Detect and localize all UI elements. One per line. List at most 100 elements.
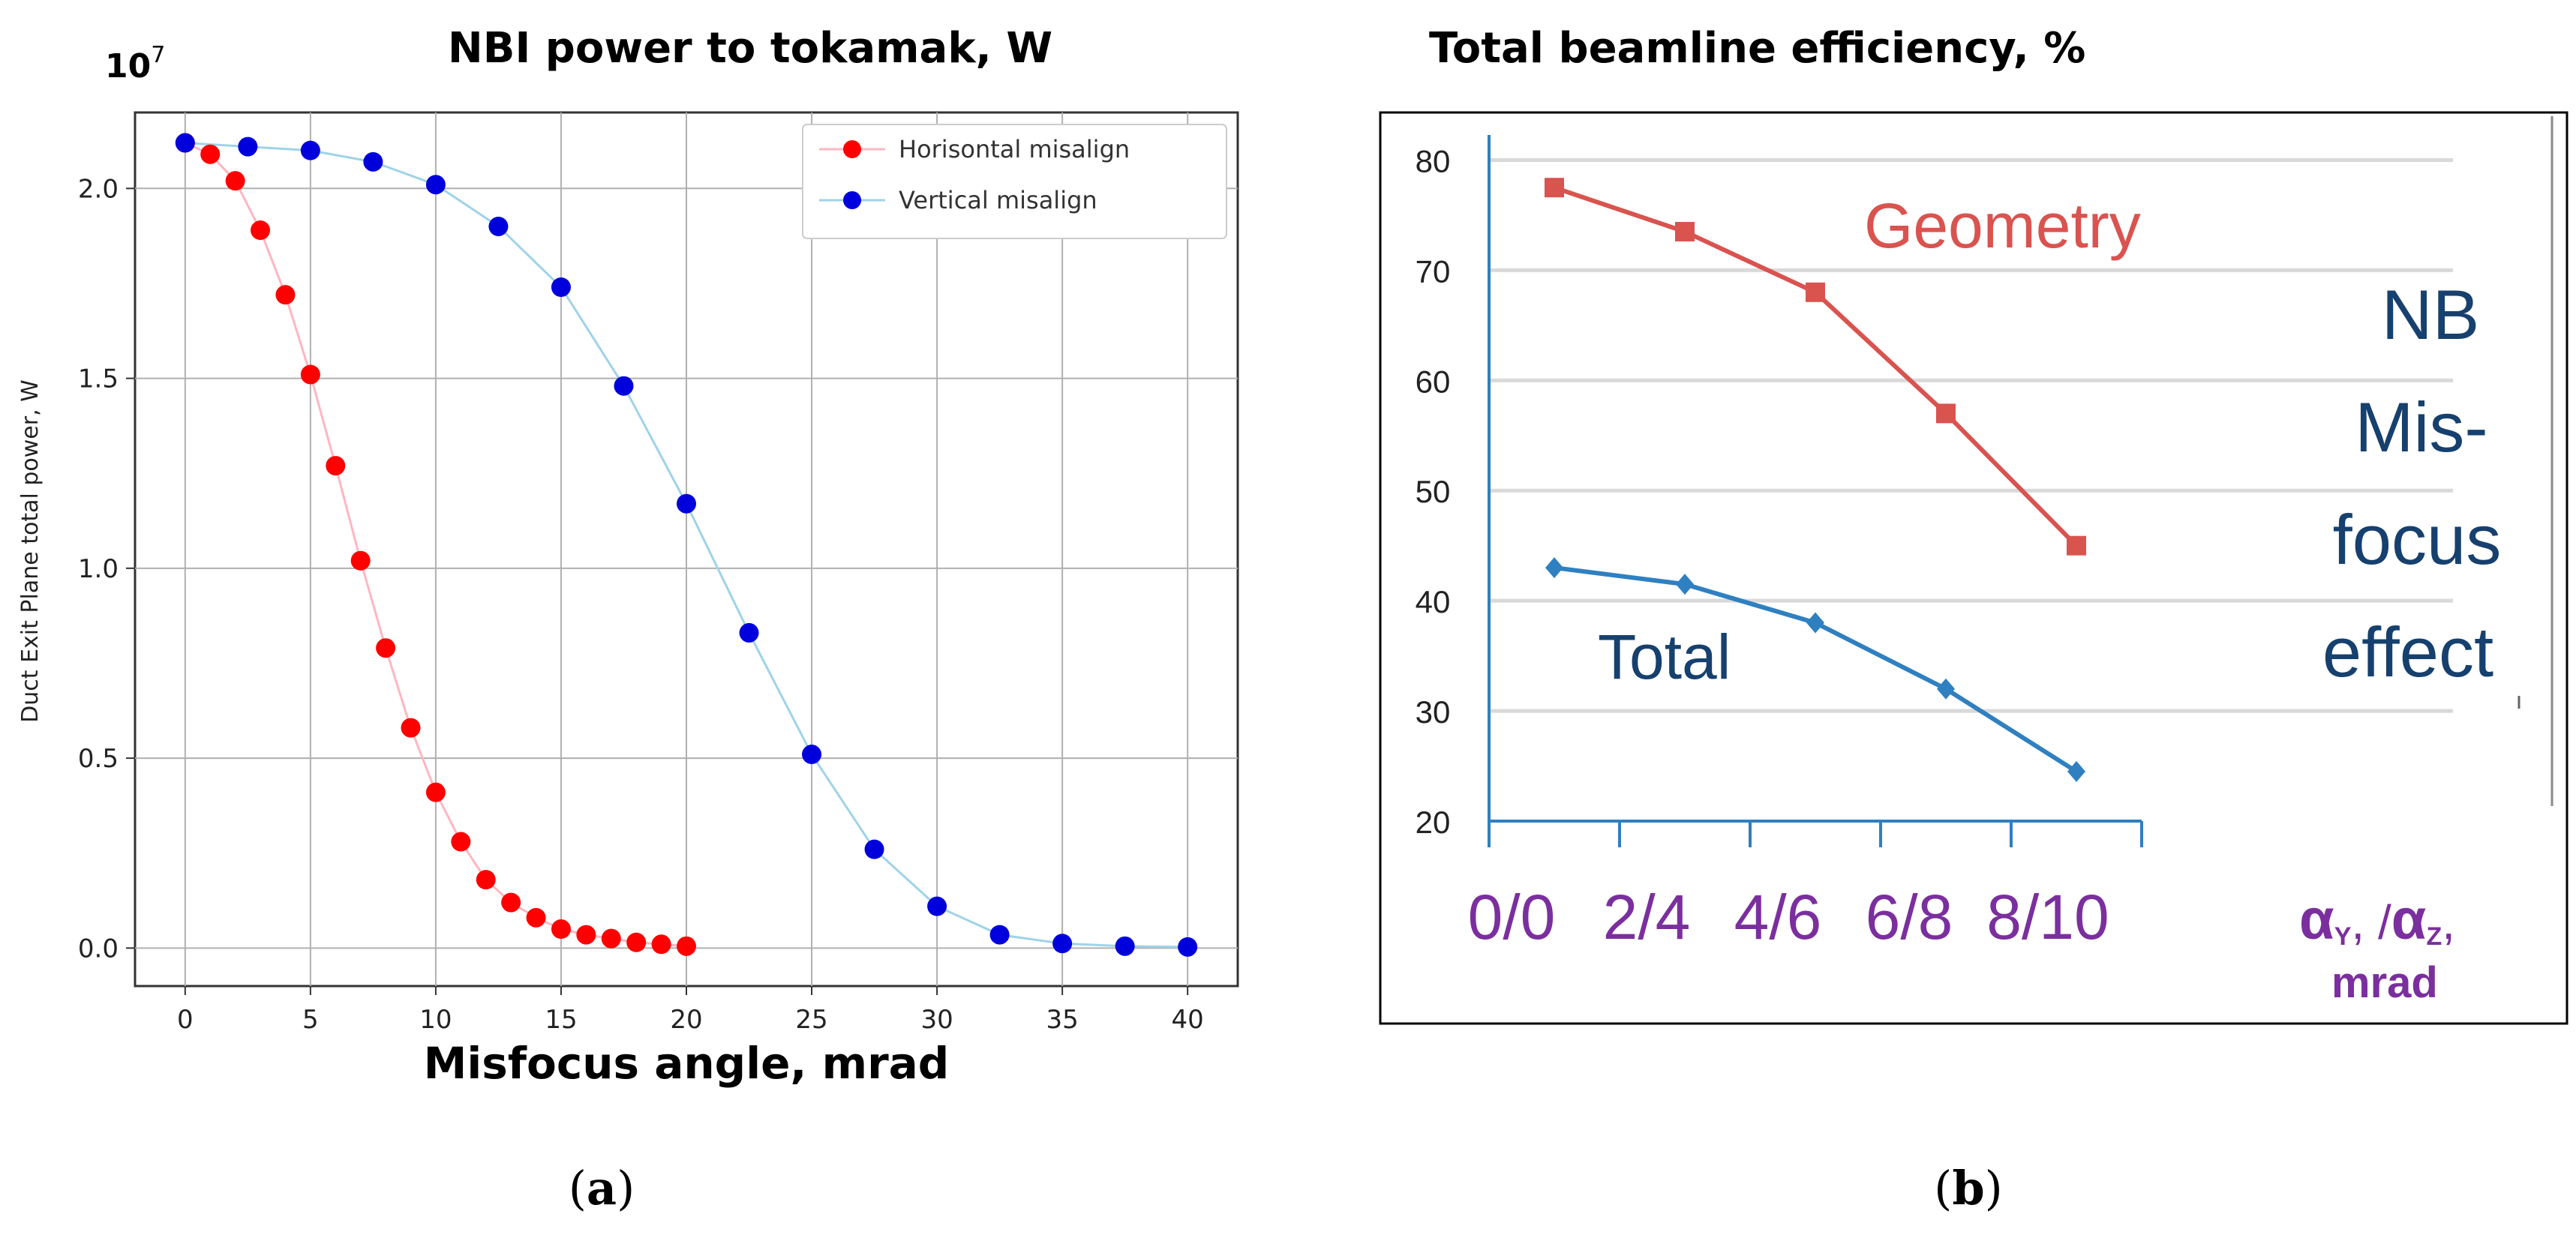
chart-a-point-vertical	[864, 839, 884, 859]
chart-b-title: Total beamline efficiency, %	[1429, 24, 2085, 73]
chart-a-point-horisontal	[476, 870, 496, 890]
chart-a-point-horisontal	[651, 934, 671, 955]
chart-a-xtick-label: 15	[545, 1005, 577, 1035]
chart-a-point-horisontal	[251, 220, 271, 241]
chart-a-y-ticks: 0.0 0.5 1.0 1.5 2.0	[78, 174, 135, 964]
chart-b-xtick-label: 0/0	[1468, 882, 1556, 952]
chart-a-xtick-label: 5	[302, 1005, 319, 1035]
chart-a-legend-box	[802, 124, 1227, 239]
chart-a-xlabel: Misfocus angle, mrad	[424, 1038, 950, 1089]
chart-a-legend: Horisontal misalign Vertical misalign	[802, 124, 1227, 239]
chart-b-side-text: NB Mis-focus effect	[2322, 275, 2501, 691]
chart-a-point-horisontal	[225, 171, 245, 191]
chart-b-ytick-label: 80	[1416, 143, 1451, 178]
chart-b-axis-label: αY, /αZ,	[2299, 888, 2455, 952]
chart-a-point-horisontal	[576, 925, 596, 945]
chart-a-point-horisontal	[401, 718, 421, 738]
chart-a-point-vertical	[300, 140, 320, 160]
chart-b-grid	[1488, 135, 2453, 847]
chart-a-xtick-label: 10	[419, 1005, 452, 1035]
chart-b-point-total	[1806, 612, 1824, 634]
chart-a-point-horisontal	[626, 932, 647, 952]
chart-a-multiplier: 107	[105, 42, 165, 85]
legend-marker-horisontal	[843, 140, 861, 158]
chart-b-geometry-label: Geometry	[1864, 190, 2141, 261]
chart-a-point-vertical	[614, 376, 634, 396]
chart-a-xtick-label: 0	[177, 1005, 194, 1035]
chart-a-point-horisontal	[275, 285, 296, 305]
chart-a-xtick-label: 40	[1172, 1005, 1204, 1035]
chart-a-ytick-label: 2.0	[78, 174, 119, 204]
chart-b-xtick-label: 2/4	[1603, 882, 1691, 952]
chart-b-axis-unit: mrad	[2331, 958, 2438, 1007]
chart-b-total-label: Total	[1598, 622, 1731, 692]
chart-a-point-horisontal	[200, 144, 221, 164]
chart-b-xtick-label: 4/6	[1734, 882, 1822, 952]
chart-b-point-geometry	[1806, 282, 1825, 302]
chart-a-point-horisontal	[300, 364, 320, 385]
chart-a-point-horisontal	[451, 832, 471, 852]
chart-a-point-vertical	[551, 277, 571, 297]
chart-b-side-text-line: NB	[2382, 275, 2480, 354]
chart-a-xtick-label: 30	[920, 1005, 953, 1035]
chart-a-title: NBI power to tokamak, W	[448, 24, 1052, 73]
chart-a-xtick-label: 20	[670, 1005, 702, 1035]
chart-a-xtick-label: 25	[795, 1005, 827, 1035]
chart-b-ytick-label: 20	[1416, 805, 1451, 840]
chart-a-point-horisontal	[551, 919, 571, 940]
chart-b-y-ticks: 20 30 40 50 60 70 80	[1416, 143, 1451, 840]
chart-b-point-geometry	[1675, 221, 1695, 241]
chart-b-ytick-label: 40	[1416, 584, 1451, 619]
chart-a-ytick-label: 0.5	[78, 744, 119, 774]
chart-a-x-ticks: 0 5 10 15 20 25 30 35 40	[177, 986, 1204, 1035]
chart-b-side-text-line: effect	[2322, 613, 2493, 691]
chart-a-point-vertical	[238, 136, 258, 157]
chart-a-point-horisontal	[376, 638, 396, 658]
chart-b-point-total	[2067, 760, 2085, 782]
chart-b-point-geometry	[1936, 403, 1956, 424]
legend-label-horisontal: Horisontal misalign	[899, 135, 1130, 163]
chart-a-point-vertical	[989, 925, 1010, 945]
legend-marker-vertical	[843, 191, 861, 209]
chart-b-ytick-label: 30	[1416, 694, 1451, 730]
legend-label-vertical: Vertical misalign	[899, 186, 1097, 214]
chart-b-ytick-label: 50	[1416, 474, 1451, 509]
chart-a-point-horisontal	[677, 936, 696, 956]
chart-b-ytick-label: 60	[1416, 364, 1451, 399]
chart-a-ytick-label: 1.0	[78, 554, 119, 584]
chart-a-point-vertical	[739, 622, 759, 643]
panel-b-chart: Total beamline efficiency, % 20 30 40 50 60 7…	[1379, 24, 2568, 1025]
chart-a-point-vertical	[927, 896, 947, 916]
chart-a-point-horisontal	[425, 782, 446, 802]
chart-b-ytick-label: 70	[1416, 253, 1451, 289]
chart-a-point-horisontal	[326, 456, 346, 476]
caption-a: (a)	[569, 1161, 635, 1216]
chart-b-side-text-line: focus	[2333, 500, 2502, 579]
chart-b-point-total	[1937, 678, 1955, 700]
chart-a-point-vertical	[488, 216, 509, 236]
chart-a-point-horisontal	[501, 892, 521, 913]
chart-b-point-total	[1545, 557, 1563, 579]
chart-a-point-vertical	[175, 133, 195, 153]
chart-a-point-vertical	[677, 493, 696, 514]
chart-a-point-horisontal	[526, 907, 546, 928]
chart-a-ytick-label: 0.0	[78, 934, 119, 964]
chart-b-side-text-line: Mis-	[2355, 388, 2488, 466]
chart-a-point-vertical	[1178, 937, 1198, 957]
panel-a-chart: NBI power to tokamak, W 107 0 5 10 15 20 25 30…	[17, 24, 1239, 1089]
chart-a-series	[175, 133, 1198, 957]
chart-b-outer-frame	[1379, 111, 2568, 1025]
chart-a-point-vertical	[425, 175, 446, 195]
chart-b-xtick-label: 8/10	[1986, 882, 2109, 952]
chart-a-point-vertical	[1052, 934, 1073, 954]
chart-b-series	[1545, 178, 2086, 782]
caption-b: (b)	[1934, 1161, 2003, 1216]
chart-b-point-geometry	[2067, 535, 2086, 556]
chart-b-xtick-label: 6/8	[1866, 882, 1953, 952]
chart-a-ytick-label: 1.5	[78, 364, 119, 394]
chart-a-point-horisontal	[601, 928, 621, 949]
chart-a-point-vertical	[802, 745, 822, 765]
chart-b-point-geometry	[1545, 178, 1564, 198]
chart-a-point-horisontal	[350, 550, 371, 571]
